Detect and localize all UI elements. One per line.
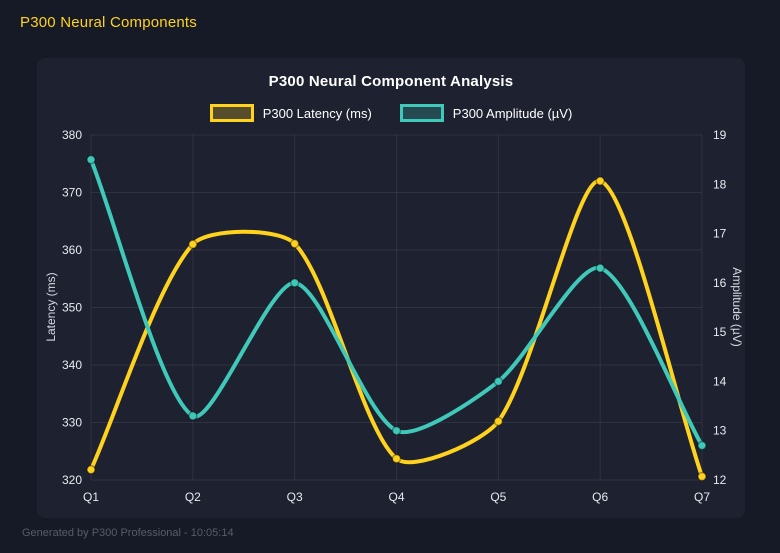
series-1-point-2[interactable] bbox=[289, 278, 300, 288]
series-0-point-6[interactable] bbox=[697, 471, 707, 482]
x-axis-tick: Q1 bbox=[83, 490, 99, 504]
right-axis-tick: 16 bbox=[713, 276, 727, 290]
series-1-point-3[interactable] bbox=[391, 425, 402, 436]
series-1-points bbox=[86, 154, 707, 451]
series-0-point-1[interactable] bbox=[188, 239, 198, 249]
series-0-point-3[interactable] bbox=[391, 453, 402, 464]
axis-tick-labels: 380 370 360 350 340 330 320 19 18 17 16 15 14 13 12 Q1 Q… bbox=[62, 128, 727, 504]
legend-item-0[interactable]: P300 Latency (ms) bbox=[209, 104, 372, 122]
right-axis-tick: 19 bbox=[713, 128, 727, 142]
series-0-point-4[interactable] bbox=[493, 416, 504, 427]
series-0-point-5[interactable] bbox=[595, 176, 605, 186]
left-axis-tick: 370 bbox=[62, 186, 82, 200]
right-axis-title: Amplitude (µV) bbox=[730, 267, 744, 347]
left-axis-tick: 340 bbox=[62, 358, 82, 372]
right-axis-tick: 12 bbox=[713, 473, 727, 487]
legend-swatch-1 bbox=[399, 104, 444, 122]
chart-title: P300 Neural Component Analysis bbox=[268, 73, 514, 90]
right-axis-tick: 18 bbox=[713, 177, 727, 191]
left-axis-tick: 360 bbox=[62, 243, 82, 257]
x-axis-tick: Q6 bbox=[592, 490, 608, 504]
page-title: P300 Neural Components bbox=[20, 14, 198, 31]
series-1-point-0[interactable] bbox=[86, 154, 96, 165]
right-axis-tick: 15 bbox=[713, 325, 727, 339]
right-axis-tick: 17 bbox=[713, 227, 727, 241]
series-0-points bbox=[86, 176, 707, 482]
right-axis-tick: 13 bbox=[713, 424, 727, 438]
left-axis-title: Latency (ms) bbox=[44, 272, 58, 342]
series-0-point-2[interactable] bbox=[289, 238, 300, 249]
left-axis-tick: 320 bbox=[62, 473, 82, 487]
x-axis-tick: Q2 bbox=[185, 490, 201, 504]
left-axis-tick: 350 bbox=[62, 301, 82, 315]
legend-swatch-0 bbox=[209, 104, 254, 122]
series-0-point-0[interactable] bbox=[86, 464, 96, 475]
legend-label-1: P300 Amplitude (µV) bbox=[452, 105, 573, 121]
series-1-point-6[interactable] bbox=[697, 440, 707, 451]
series-1-point-4[interactable] bbox=[493, 376, 504, 387]
x-axis-tick: Q7 bbox=[694, 490, 710, 504]
chart-canvas[interactable]: 380 370 360 350 340 330 320 19 18 17 16 15 14 13 12 Q1 Q… bbox=[37, 58, 745, 518]
x-axis-tick: Q5 bbox=[490, 490, 506, 504]
legend-label-0: P300 Latency (ms) bbox=[262, 105, 372, 121]
left-axis-tick: 380 bbox=[62, 128, 82, 142]
series-1-point-5[interactable] bbox=[595, 263, 605, 273]
footer-status: Generated by P300 Professional - 10:05:1… bbox=[22, 527, 234, 539]
legend-item-1[interactable]: P300 Amplitude (µV) bbox=[399, 104, 573, 122]
right-axis-tick: 14 bbox=[713, 374, 727, 388]
series-1-point-1[interactable] bbox=[188, 411, 198, 421]
x-axis-tick: Q4 bbox=[388, 490, 404, 504]
left-axis-tick: 330 bbox=[62, 416, 82, 430]
chart-panel: P300 Neural Component Analysis P300 Late… bbox=[37, 58, 745, 518]
x-axis-tick: Q3 bbox=[287, 490, 303, 504]
chart-legend: P300 Latency (ms) P300 Amplitude (µV) bbox=[37, 104, 745, 122]
